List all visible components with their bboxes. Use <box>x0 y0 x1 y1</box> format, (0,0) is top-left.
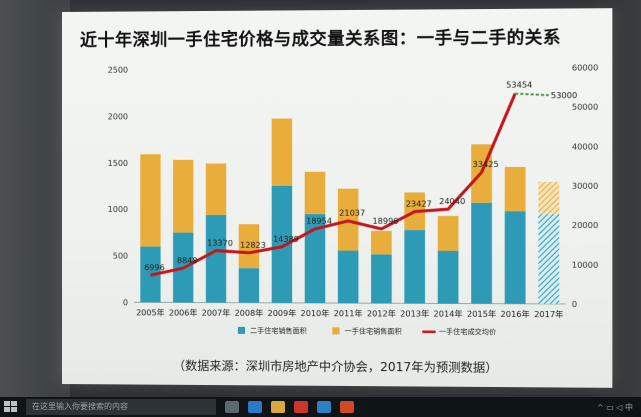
background-wall-left <box>0 0 70 400</box>
bar-second-hand <box>338 251 359 304</box>
presentation-app-icon[interactable] <box>340 401 354 413</box>
y-right-tick-label: 20000 <box>572 221 598 230</box>
x-tick-label: 2006年 <box>169 307 198 317</box>
bar-second-hand <box>404 230 425 303</box>
bar-first-hand <box>305 172 326 214</box>
x-tick-label: 2007年 <box>202 308 231 318</box>
y-left-tick-label: 2500 <box>108 66 128 75</box>
system-tray: ^ ▭ ◁ 中 <box>597 402 633 413</box>
x-tick-label: 2008年 <box>235 308 264 318</box>
price-data-label: 12823 <box>240 241 266 250</box>
x-tick-label: 2016年 <box>501 309 530 319</box>
bar-second-hand <box>538 214 559 304</box>
y-right-tick-label: 60000 <box>572 63 598 72</box>
windows-start-icon[interactable] <box>4 401 18 413</box>
x-tick-label: 2005年 <box>136 307 164 317</box>
y-right-tick-label: 0 <box>572 300 577 309</box>
price-data-label: 53454 <box>506 80 532 89</box>
bar-second-hand <box>505 211 526 304</box>
y-right-tick-label: 50000 <box>572 103 598 112</box>
edge-browser-icon[interactable] <box>248 401 262 413</box>
bar-second-hand <box>438 251 459 304</box>
y-left-tick-label: 2000 <box>108 112 128 121</box>
bar-first-hand <box>173 160 193 233</box>
store-icon[interactable] <box>317 401 331 413</box>
price-data-label: 18996 <box>372 217 398 226</box>
price-data-label: 14389 <box>273 235 299 244</box>
windows-taskbar: 在这里输入你要搜索的内容 ^ ▭ ◁ 中 <box>0 397 641 417</box>
legend-label: 二手住宅销售面积 <box>250 326 307 335</box>
x-tick-label: 2014年 <box>434 309 463 319</box>
x-tick-label: 2013年 <box>400 308 429 318</box>
projection-screen: 近十年深圳一手住宅价格与成交量关系图：一手与二手的关系 0 500 1000 1500… <box>62 8 612 388</box>
bar-second-hand <box>371 254 392 303</box>
y-left-tick-label: 0 <box>123 298 128 307</box>
source-note: （数据来源：深圳市房地产中介协会，2017年为预测数据） <box>62 356 612 377</box>
price-data-label: 13370 <box>207 239 233 248</box>
y-left-tick-label: 500 <box>113 252 128 261</box>
y-right-tick-label: 40000 <box>572 142 598 151</box>
chart: 0 500 1000 1500 2000 2500 0 10000 20000 30000 4000… <box>62 8 612 388</box>
bar-first-hand <box>438 216 459 251</box>
legend-label: 一手住宅成交均价 <box>439 327 497 336</box>
y-left-tick-label: 1000 <box>108 205 128 214</box>
price-line <box>150 94 515 277</box>
powerpoint-icon[interactable] <box>294 401 308 413</box>
x-tick-label: 2010年 <box>301 308 330 318</box>
price-data-label: 21037 <box>339 209 365 218</box>
x-tick-label: 2011年 <box>334 308 363 318</box>
forecast-price-line <box>515 93 549 95</box>
price-data-label: 8848 <box>177 256 198 265</box>
price-data-label: 6996 <box>144 263 164 272</box>
bar-second-hand <box>206 215 226 303</box>
legend-swatch <box>238 327 245 334</box>
bar-first-hand <box>371 231 392 255</box>
x-tick-label: 2009年 <box>268 308 297 318</box>
chart-legend: 二手住宅销售面积 一手住宅销售面积 一手住宅成交均价 <box>238 326 496 336</box>
forecast-data-label: 53000 <box>551 91 577 100</box>
task-view-icon[interactable] <box>225 401 239 413</box>
taskbar-search-input[interactable]: 在这里输入你要搜索的内容 <box>26 399 216 415</box>
bar-first-hand <box>140 154 160 246</box>
file-explorer-icon[interactable] <box>271 401 285 413</box>
legend-swatch <box>332 327 339 334</box>
price-data-label: 23427 <box>406 199 432 208</box>
bar-second-hand <box>471 203 492 304</box>
y-right-tick-label: 10000 <box>572 260 598 269</box>
x-tick-label: 2017年 <box>534 309 563 319</box>
bar-first-hand <box>206 164 226 215</box>
bar-first-hand <box>538 182 559 214</box>
x-tick-label: 2012年 <box>367 308 396 318</box>
legend-label: 一手住宅销售面积 <box>345 326 402 335</box>
y-right-tick-label: 30000 <box>572 182 598 191</box>
bar-first-hand <box>272 119 292 186</box>
bar-second-hand <box>239 268 259 303</box>
price-data-label: 33425 <box>473 160 499 169</box>
price-data-label: 24040 <box>439 197 465 206</box>
y-left-tick-label: 1500 <box>108 159 128 168</box>
x-tick-label: 2015年 <box>467 309 496 319</box>
price-data-label: 18954 <box>306 217 332 226</box>
bar-first-hand <box>505 167 526 211</box>
